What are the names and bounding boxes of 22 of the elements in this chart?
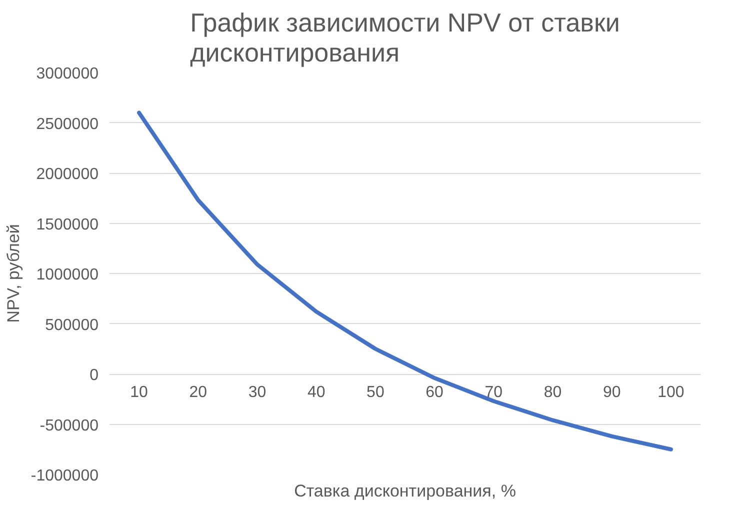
x-tick-label: 50 xyxy=(366,384,384,401)
x-tick-label: 60 xyxy=(426,384,444,401)
x-tick-label: 100 xyxy=(658,384,684,401)
x-tick-label: 40 xyxy=(307,384,326,401)
x-tick-label: 70 xyxy=(484,384,503,401)
x-tick-label: 20 xyxy=(189,384,208,401)
y-axis-title: NPV, рублей xyxy=(4,224,23,323)
x-tick-label: 90 xyxy=(602,384,621,401)
y-tick-label: 1500000 xyxy=(36,216,99,234)
x-axis-title: Ставка дисконтирования, % xyxy=(294,482,516,500)
y-tick-label: 1000000 xyxy=(36,266,99,284)
y-tick-label: 2000000 xyxy=(36,166,99,183)
y-tick-label: 2500000 xyxy=(36,116,99,133)
x-tick-label: 30 xyxy=(248,384,266,401)
y-tick-label: -1000000 xyxy=(30,468,99,484)
x-tick-label: 80 xyxy=(544,384,562,401)
chart-title: График зависимости NPV от ставки дисконтирования xyxy=(190,8,620,68)
y-tick-label: -500000 xyxy=(40,417,99,434)
y-tick-label: 0 xyxy=(90,367,99,384)
x-tick-label: 10 xyxy=(130,384,148,401)
y-tick-label: 3000000 xyxy=(36,66,99,82)
y-tick-label: 500000 xyxy=(45,316,99,334)
